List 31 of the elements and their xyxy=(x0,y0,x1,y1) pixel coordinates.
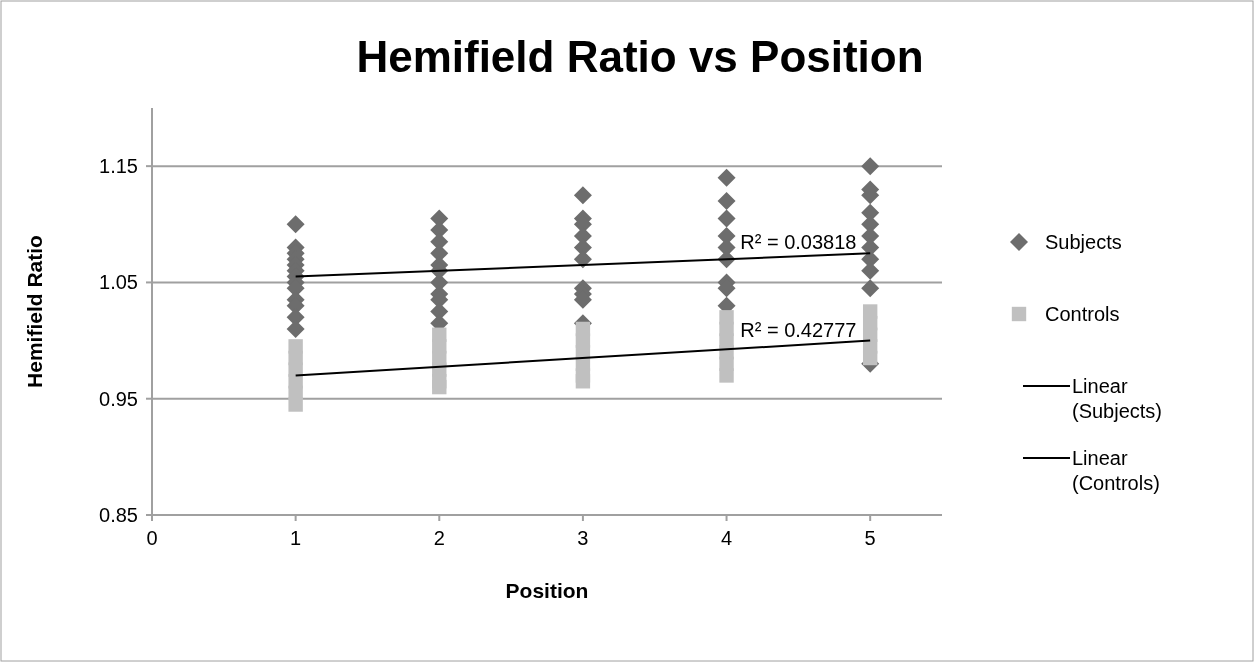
chart-title: Hemifield Ratio vs Position xyxy=(356,32,924,81)
x-tick-label: 1 xyxy=(290,527,302,549)
legend-label: Controls xyxy=(1045,303,1120,325)
point xyxy=(717,209,736,228)
point xyxy=(861,279,880,298)
y-tick-label: 0.85 xyxy=(99,504,138,526)
x-tick-label: 2 xyxy=(433,527,445,549)
legend-label: Linear (Subjects) xyxy=(1072,375,1163,422)
x-tick-label: 5 xyxy=(864,527,876,549)
annotation: R² = 0.03818 xyxy=(740,230,857,253)
y-tick-label: 0.95 xyxy=(99,387,138,410)
x-tick-label: 3 xyxy=(577,527,589,549)
y-tick-label: 1.05 xyxy=(99,271,138,294)
point xyxy=(719,368,734,383)
point xyxy=(861,157,880,176)
point xyxy=(575,374,591,389)
x-axis-title: Position xyxy=(505,579,589,602)
point xyxy=(717,192,736,211)
legend-label: Linear (Controls) xyxy=(1072,447,1160,494)
legend-label: Subjects xyxy=(1045,231,1122,253)
point xyxy=(717,168,736,187)
y-tick-label: 1.15 xyxy=(99,155,138,178)
x-tick-label: 4 xyxy=(720,527,733,549)
annotation: R² = 0.42777 xyxy=(740,319,857,342)
point xyxy=(432,379,447,395)
point xyxy=(288,397,303,412)
point xyxy=(286,215,305,234)
x-tick-label: 0 xyxy=(146,527,158,549)
point xyxy=(573,186,592,205)
y-axis-title: Hemifield Ratio xyxy=(23,235,46,388)
point xyxy=(862,350,878,366)
